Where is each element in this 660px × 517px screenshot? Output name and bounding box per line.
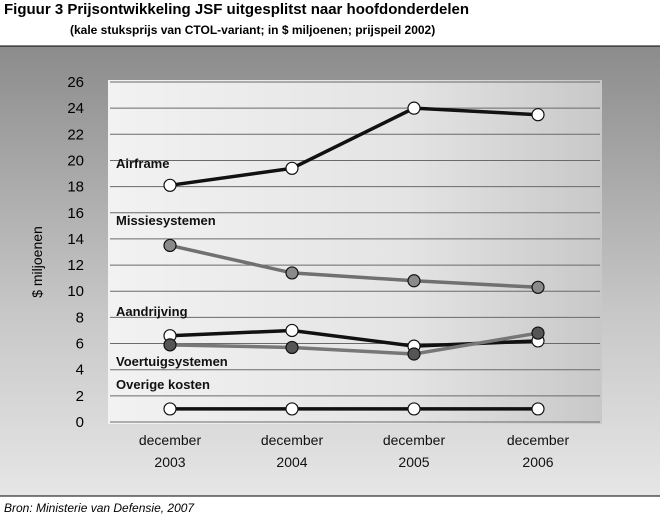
marker [163, 238, 177, 253]
x-tick-label: december 2004 [260, 432, 324, 470]
y-tick-label: 0 [76, 414, 84, 431]
marker [285, 323, 299, 338]
marker [531, 402, 545, 416]
marker [285, 266, 299, 280]
marker [285, 402, 299, 416]
series-label: Aandrijving [116, 304, 188, 319]
y-tick-label: 4 [76, 362, 84, 379]
series-line [169, 243, 539, 290]
y-tick-label: 22 [67, 126, 84, 143]
y-tick-label: 10 [67, 283, 84, 300]
marker [163, 178, 177, 192]
marker [531, 108, 545, 122]
plot-area [108, 80, 602, 424]
x-tick-label: december 2005 [382, 432, 446, 470]
y-tick-label: 24 [67, 100, 84, 117]
series-label: Voertuigsystemen [116, 354, 228, 369]
y-tick-label: 14 [67, 231, 84, 248]
marker [531, 326, 545, 340]
chart-title: Figuur 3 Prijsontwikkeling JSF uitgespli… [4, 1, 469, 18]
y-tick-label: 6 [76, 336, 84, 353]
series-label: Overige kosten [116, 377, 210, 392]
x-tick-label: december 2003 [138, 432, 202, 470]
series-label: Airframe [116, 156, 169, 171]
marker [285, 340, 299, 355]
marker [285, 161, 299, 175]
series-line [169, 106, 539, 188]
marker [407, 274, 421, 288]
marker [407, 347, 421, 361]
marker [531, 280, 545, 294]
marker [163, 338, 177, 352]
y-tick-label: 26 [67, 74, 84, 91]
y-tick-label: 8 [76, 309, 84, 326]
y-axis-label: $ miljoenen [29, 226, 45, 298]
series-line [169, 331, 539, 356]
y-tick-label: 18 [67, 179, 84, 196]
source: Bron: Ministerie van Defensie, 2007 [4, 501, 195, 515]
marker [407, 402, 421, 416]
subtitle: (kale stuksprijs van CTOL-variant; in $ … [70, 23, 435, 37]
y-tick-label: 12 [67, 257, 84, 274]
x-tick-label: december 2006 [506, 432, 570, 470]
y-tick-label: 2 [76, 388, 84, 405]
series-label: Missiesystemen [116, 213, 216, 228]
y-tick-label: 16 [67, 205, 84, 222]
marker [163, 402, 177, 416]
y-tick-label: 20 [67, 152, 84, 169]
marker [407, 101, 421, 115]
